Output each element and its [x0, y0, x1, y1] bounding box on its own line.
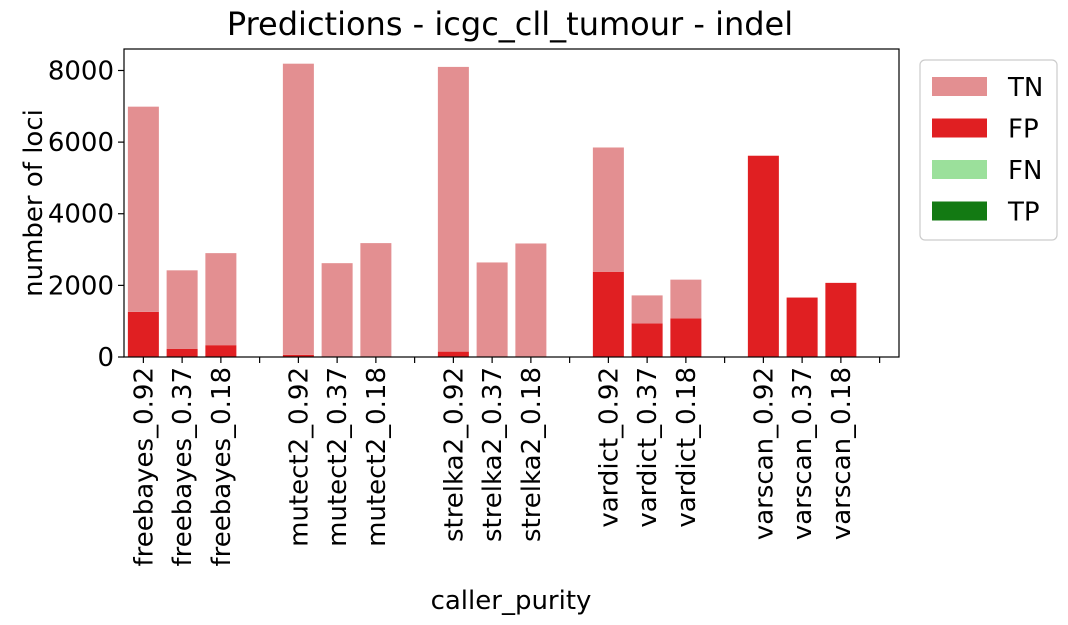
bar-tn — [360, 243, 392, 357]
x-tick-label: freebayes_0.92 — [129, 367, 159, 567]
bar-tn — [282, 63, 314, 355]
bar-tn — [592, 147, 624, 272]
bar-fp — [127, 311, 159, 357]
x-tick-label: vardict_0.92 — [594, 367, 624, 528]
legend-swatch — [932, 201, 987, 221]
x-tick-label: vardict_0.37 — [633, 367, 663, 528]
x-axis: freebayes_0.92 freebayes_0.37 freebayes_0.… — [129, 357, 881, 567]
x-tick-label: strelka2_0.37 — [478, 367, 508, 542]
y-tick-label: 4000 — [48, 200, 114, 230]
legend-swatch — [932, 118, 987, 138]
bar-tn — [631, 295, 663, 324]
x-tick-label: mutect2_0.92 — [284, 367, 314, 547]
bars-layer — [127, 63, 857, 357]
plot-frame — [123, 48, 900, 358]
x-tick-label: strelka2_0.92 — [439, 367, 469, 542]
legend-label: TN — [1007, 73, 1043, 103]
bar-tn — [127, 106, 159, 312]
y-axis: 0 2000 4000 6000 8000 — [48, 56, 124, 373]
bar-fp — [825, 282, 857, 357]
bar-fp — [631, 323, 663, 357]
y-tick-label: 6000 — [48, 128, 114, 158]
x-tick-label: varscan_0.37 — [788, 367, 818, 540]
y-tick-label: 2000 — [48, 271, 114, 301]
legend-label: FN — [1008, 156, 1042, 186]
bar-fp — [205, 345, 237, 357]
bar-tn — [205, 253, 237, 346]
y-axis-label: number of loci — [19, 109, 49, 297]
bar-tn — [515, 243, 547, 357]
bar-tn — [437, 66, 469, 352]
legend-swatch — [932, 77, 987, 96]
chart-title: Predictions - icgc_cll_tumour - indel — [227, 5, 793, 43]
bar-fp — [747, 155, 779, 357]
x-tick-label: freebayes_0.18 — [207, 367, 237, 567]
bar-fp — [437, 351, 469, 357]
bar-tn — [476, 262, 508, 357]
x-tick-label: vardict_0.18 — [672, 367, 702, 528]
x-tick-label: varscan_0.18 — [827, 367, 857, 540]
y-tick-label: 0 — [97, 343, 114, 373]
bar-tn — [321, 263, 353, 357]
legend-label: FP — [1008, 115, 1039, 145]
bar-fp — [786, 297, 818, 357]
x-tick-label: mutect2_0.37 — [323, 367, 353, 547]
bar-fp — [282, 354, 314, 357]
bar-fp — [592, 271, 624, 357]
y-tick-label: 8000 — [48, 56, 114, 86]
x-tick-label: mutect2_0.18 — [362, 367, 392, 547]
x-axis-label: caller_purity — [431, 586, 592, 616]
legend-swatch — [932, 160, 987, 179]
x-tick-label: strelka2_0.18 — [517, 367, 547, 542]
bar-tn — [670, 279, 702, 319]
legend-label: TP — [1007, 198, 1040, 228]
bar-fp — [670, 318, 702, 357]
bar-fp — [166, 348, 198, 357]
bar-tn — [166, 270, 198, 349]
legend-frame — [919, 59, 1058, 241]
legend: TN FP FN TP — [919, 59, 1058, 241]
x-tick-label: varscan_0.92 — [749, 367, 779, 540]
x-tick-label: freebayes_0.37 — [168, 367, 198, 567]
